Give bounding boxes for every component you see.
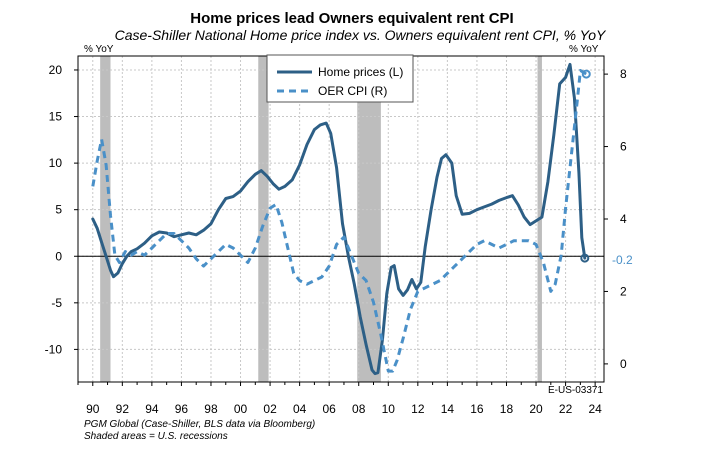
recession-bar-1 [258,56,269,382]
right-tick-label-2: 4 [620,212,627,226]
x-tick-label-3: 96 [175,402,189,416]
oer-cpi-line [91,69,588,373]
x-tick-label-2: 94 [145,402,159,416]
x-tick-label-10: 10 [382,402,396,416]
x-tick-label-14: 18 [500,402,514,416]
right-tick-label-0: 0 [620,357,627,371]
left-axis-unit: % YoY [84,44,114,55]
x-tick-label-0: 90 [86,402,100,416]
recession-shading [100,56,542,382]
left-tick-label-0: -10 [45,342,63,356]
left-tick-label-5: 15 [49,110,63,124]
x-tick-label-5: 00 [234,402,248,416]
right-tick-label-4: 8 [620,67,627,81]
legend-box [266,54,414,103]
end-value-label: -0.2 [612,253,633,267]
source-note: PGM Global (Case-Shiller, BLS data via B… [84,419,315,430]
oer-cpi-end-marker [581,69,591,79]
x-tick-label-1: 92 [116,402,130,416]
left-tick-label-2: 0 [55,249,62,263]
chart-subtitle: Case-Shiller National Home price index v… [115,27,607,43]
series-lines [91,62,588,376]
chart-code: E-US-03371 [548,385,603,396]
legend-home-label: Home prices (L) [318,65,403,79]
right-axis: 0 2 4 6 8 [604,67,627,371]
x-tick-label-12: 14 [441,402,455,416]
right-tick-label-1: 2 [620,284,627,298]
x-axis: 90 92 94 96 98 00 02 04 06 08 10 12 14 16 18 20 22 24 [77,382,602,416]
left-tick-label-6: 20 [49,63,63,77]
x-tick-label-15: 20 [529,402,543,416]
end-markers [580,69,591,263]
x-tick-label-11: 12 [411,402,425,416]
chart-title: Home prices lead Owners equivalent rent … [190,10,513,27]
legend-oer-label: OER CPI (R) [318,84,387,98]
x-tick-label-13: 16 [470,402,484,416]
recession-bar-0 [100,56,111,382]
x-tick-label-7: 04 [293,402,307,416]
left-tick-label-4: 10 [49,156,63,170]
right-tick-label-3: 6 [620,140,627,154]
x-tick-label-8: 06 [323,402,337,416]
x-tick-label-16: 22 [559,402,573,416]
left-tick-label-3: 5 [55,203,62,217]
home-prices-end-marker [580,253,590,263]
left-axis: -10 -5 0 5 10 15 20 [45,63,78,356]
x-tick-label-6: 02 [263,402,277,416]
recession-bar-2 [357,56,381,382]
home-prices-line [91,62,587,376]
right-axis-unit: % YoY [569,44,599,55]
recession-note: Shaded areas = U.S. recessions [84,431,228,442]
x-tick-label-17: 24 [588,402,602,416]
legend: Home prices (L) OER CPI (R) [266,54,414,103]
x-tick-label-9: 08 [352,402,366,416]
left-tick-label-1: -5 [51,296,62,310]
x-tick-label-4: 98 [204,402,218,416]
